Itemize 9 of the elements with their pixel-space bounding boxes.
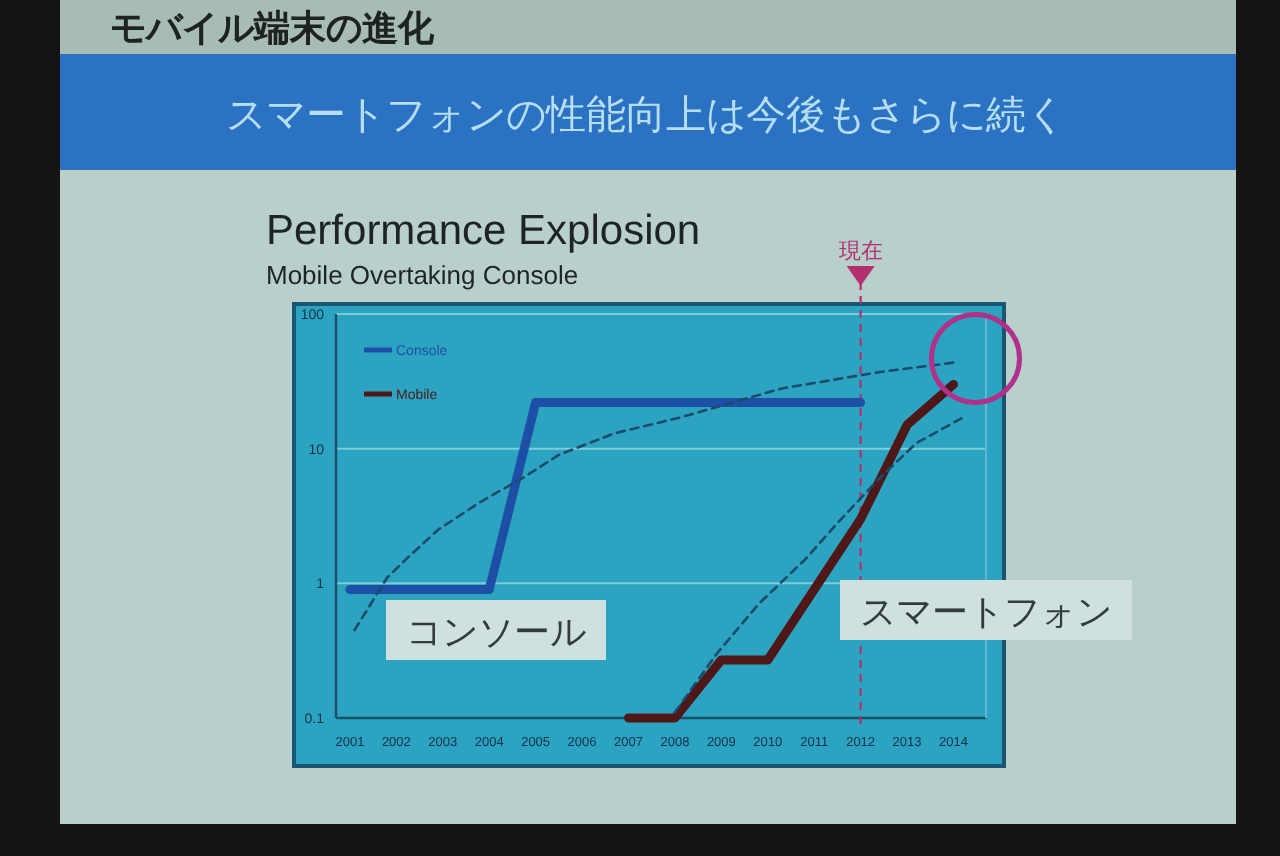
callout: コンソール: [386, 600, 606, 660]
annotation: コンソール: [406, 612, 586, 652]
callout: スマートフォン: [840, 580, 1132, 640]
chart-title: Performance Explosion: [266, 208, 701, 254]
text: スマートフォンの性能向上は今後もさらに続く: [226, 94, 1066, 138]
annotation: スマートフォン: [860, 592, 1112, 632]
ref-line-label: 現在: [838, 240, 883, 264]
text: モバイル端末の進化: [110, 8, 436, 48]
chart-subtitle: Mobile Overtaking Console: [266, 260, 579, 290]
